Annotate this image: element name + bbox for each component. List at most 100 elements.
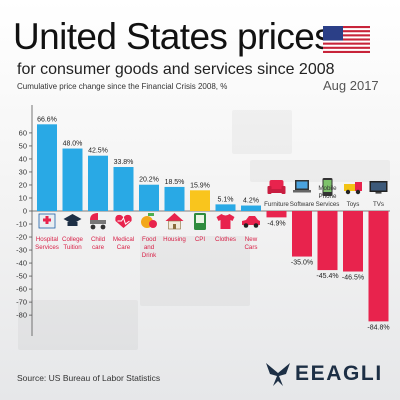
bar-value-label: 5.1%	[218, 196, 234, 203]
bar-value-label: -84.8%	[367, 324, 389, 331]
toy-truck-icon	[344, 182, 362, 195]
category-label: and	[144, 244, 155, 251]
laptop-icon	[293, 180, 311, 193]
y-tick-label: 0	[23, 207, 27, 216]
cap-base	[67, 222, 78, 226]
bar	[368, 211, 389, 322]
car-icon	[242, 216, 260, 228]
car-body	[242, 216, 260, 225]
bar-value-label: 42.5%	[88, 148, 108, 155]
category-label: College	[62, 236, 84, 243]
stroller-body	[90, 220, 106, 224]
category-label: CPI	[195, 236, 206, 243]
bar-value-label: 66.6%	[37, 116, 57, 123]
brand-logo: EEAGLI	[264, 357, 384, 391]
category-label: Services	[316, 201, 340, 208]
tv-stand	[375, 192, 382, 194]
cap-top	[63, 214, 82, 224]
tv-screen	[371, 182, 386, 191]
y-tick-label: -80	[16, 311, 27, 320]
y-tick-label: 30	[19, 167, 27, 176]
category-label: Housing	[163, 236, 186, 243]
stroller-wheel	[100, 224, 106, 230]
category-label: Hospital	[36, 236, 58, 243]
brand-name: EEAGLI	[295, 362, 383, 385]
hospital-icon	[38, 213, 56, 229]
bar-value-label: -4.9%	[267, 220, 285, 227]
bar	[37, 124, 57, 211]
bar	[266, 211, 287, 218]
stroller-wheel	[90, 224, 96, 230]
graduation-cap-icon	[63, 214, 82, 226]
y-tick-label: -60	[16, 285, 27, 294]
y-tick-label: 20	[19, 180, 27, 189]
shirt-icon	[216, 214, 235, 229]
category-label: Child	[91, 236, 106, 243]
bar-value-label: 15.9%	[190, 182, 210, 189]
bar	[113, 167, 134, 211]
chart-description: Cumulative price change since the Financ…	[17, 82, 228, 91]
source-note: Source: US Bureau of Labor Statistics	[17, 373, 161, 383]
bar-value-label: -35.0%	[291, 260, 313, 267]
truck-cab	[355, 182, 362, 191]
phone-icon	[194, 213, 206, 230]
house-door	[173, 224, 176, 229]
food-fruit	[149, 220, 157, 228]
bar-value-label: 48.0%	[63, 141, 83, 148]
category-label: Cars	[244, 244, 257, 251]
category-label: Furniture	[264, 201, 289, 208]
y-tick-label: -30	[16, 246, 27, 255]
category-label: Food	[142, 236, 157, 243]
smartphone-icon	[322, 178, 333, 196]
y-tick-label: 60	[19, 128, 27, 137]
category-label: TVs	[373, 201, 384, 208]
y-tick-label: -70	[16, 298, 27, 307]
category-label: Medical	[113, 236, 134, 243]
bar	[62, 148, 83, 211]
category-label: care	[92, 244, 105, 251]
bar	[343, 211, 363, 272]
bar	[292, 211, 312, 257]
armchair-back	[269, 180, 284, 190]
bar-value-label: 4.2%	[243, 198, 259, 205]
armchair-icon	[267, 180, 286, 194]
bar	[139, 184, 159, 211]
house-roof	[165, 213, 184, 221]
stroller-hood	[90, 213, 98, 220]
category-label: Tuition	[63, 244, 82, 251]
category-label: Toys	[347, 201, 360, 208]
category-label: Mobile	[318, 185, 337, 192]
y-tick-label: -40	[16, 259, 27, 268]
bar-value-label: -45.4%	[316, 273, 338, 280]
bar-value-label: 33.8%	[114, 159, 134, 166]
bar	[190, 190, 210, 211]
bar	[215, 204, 236, 211]
hospital-icon-cross	[43, 218, 51, 222]
heart-pulse	[117, 216, 130, 225]
us-flag-icon	[323, 26, 370, 53]
car-wheel	[243, 223, 249, 228]
y-tick-label: 40	[19, 154, 27, 163]
category-label: Drink	[142, 252, 157, 259]
category-label: New	[245, 236, 258, 243]
armchair-arm	[281, 186, 286, 194]
y-tick-label: 50	[19, 141, 27, 150]
eagle-icon	[266, 363, 290, 386]
bar	[164, 186, 185, 211]
car-wheel	[253, 223, 259, 228]
bar-value-label: 20.2%	[139, 177, 159, 184]
y-tick-label: -20	[16, 233, 27, 242]
page-subtitle: for consumer goods and services since 20…	[17, 61, 335, 78]
laptop-base	[293, 190, 311, 193]
category-label: Phone	[319, 193, 337, 200]
house-icon	[165, 213, 184, 230]
bar-value-label: -46.5%	[342, 275, 364, 282]
bar	[241, 205, 261, 211]
armchair-arm	[267, 186, 272, 194]
category-label: Care	[117, 244, 131, 251]
bar-value-label: 18.5%	[165, 179, 185, 186]
bar	[317, 211, 338, 271]
date-label: Aug 2017	[323, 78, 379, 93]
truck-wheel	[355, 189, 361, 195]
